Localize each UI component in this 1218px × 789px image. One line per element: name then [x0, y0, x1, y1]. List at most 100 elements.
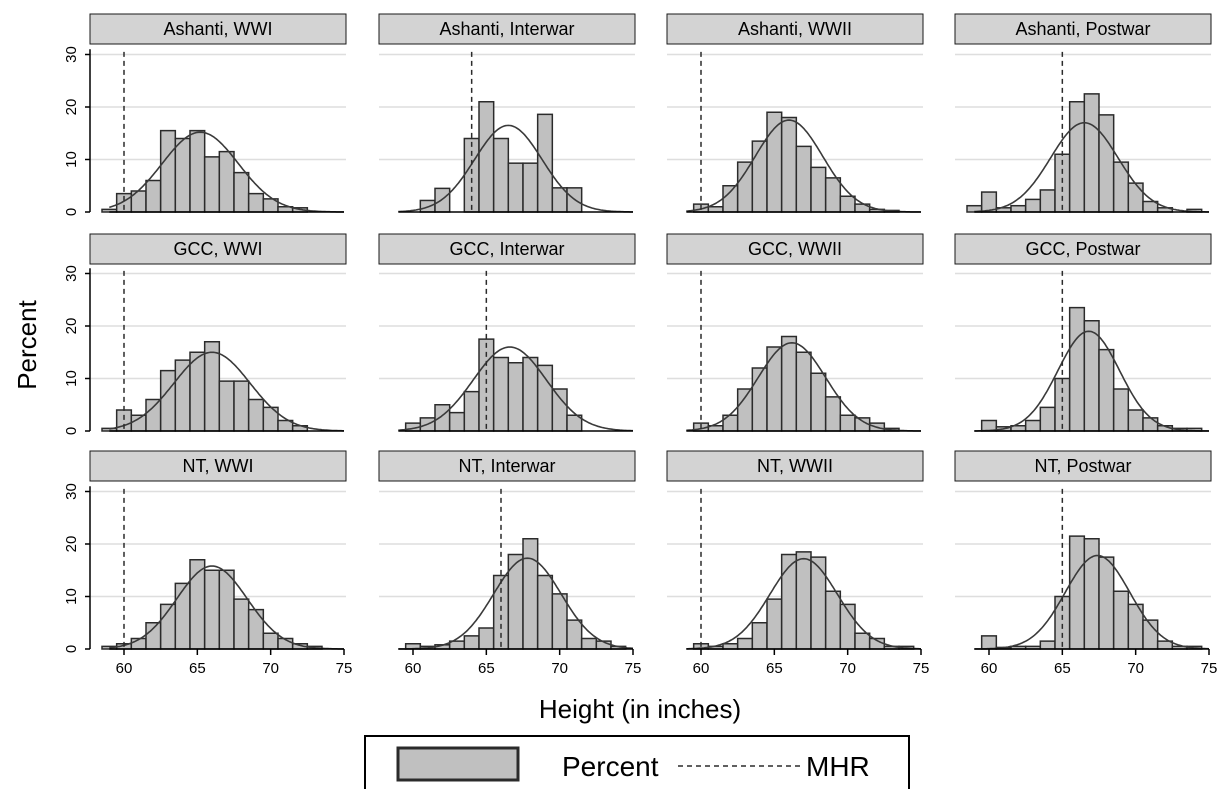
histogram-bar [203, 156, 221, 213]
histogram-bar [145, 179, 162, 213]
x-tick-label: 75 [336, 660, 353, 677]
histogram-bar [1098, 114, 1115, 213]
histogram-bar [795, 551, 812, 650]
histogram-bar [1010, 204, 1027, 213]
histogram-bar [795, 351, 812, 432]
normal-fit-curve [398, 124, 633, 213]
histogram-bar [145, 398, 162, 432]
panel: Ashanti, WWI 0 10 20 30 [63, 13, 347, 216]
histogram-bar [463, 635, 480, 650]
histogram-bar [751, 367, 768, 432]
panel-title: Ashanti, Interwar [439, 19, 574, 39]
panel: NT, Interwar 60 65 70 75 [378, 450, 641, 677]
histogram-bar [233, 598, 250, 650]
normal-fit-curve [686, 557, 921, 650]
histogram-bar [766, 598, 783, 650]
histogram-bar [722, 643, 739, 650]
histogram-bar [810, 166, 827, 213]
panel-strip [954, 450, 1212, 482]
normal-fit-curve [398, 346, 633, 432]
x-tick-label: 70 [262, 660, 279, 677]
panel-strip [378, 13, 636, 45]
y-tick-label: 10 [63, 151, 80, 168]
legend-label-mhr: MHR [806, 751, 870, 782]
normal-fit-curve [974, 554, 1210, 650]
histogram-bar [580, 637, 598, 650]
histogram-bar [434, 404, 451, 432]
histogram-bar [839, 414, 856, 432]
histogram-bar [854, 632, 871, 650]
histogram-bar [707, 206, 724, 213]
panel: NT, WWI 0 10 20 30 60 65 70 75 [63, 450, 353, 677]
histogram-bar [130, 414, 147, 432]
normal-fit-curve [398, 557, 634, 650]
panel: GCC, Postwar [954, 233, 1212, 432]
histogram-bar [536, 574, 554, 650]
histogram-bar [159, 369, 177, 432]
histogram-bar [766, 111, 783, 213]
histogram-bar [492, 356, 510, 432]
histogram-bar [507, 362, 524, 432]
histogram-bar [810, 556, 827, 650]
y-tick-label: 30 [63, 483, 80, 500]
histogram-bar [492, 574, 510, 650]
panel-title: GCC, WWI [174, 239, 263, 259]
normal-fit-curve [109, 131, 344, 213]
panel-title: Ashanti, Postwar [1015, 19, 1150, 39]
histogram-bar [1112, 590, 1130, 650]
y-tick-label: 30 [63, 46, 80, 63]
legend-label-percent: Percent [562, 751, 659, 782]
histogram-bar [1054, 377, 1071, 432]
normal-fit-curve [109, 351, 344, 432]
y-tick-label: 0 [63, 427, 80, 435]
x-tick-label: 75 [1201, 660, 1218, 677]
normal-fit-curve [109, 565, 344, 650]
histogram-bar [736, 388, 754, 432]
panel: GCC, WWI 0 10 20 30 [63, 233, 347, 435]
histogram-bar [839, 195, 856, 213]
panel: GCC, WWII [666, 233, 924, 432]
histogram-bar [478, 101, 495, 213]
x-tick-label: 70 [1127, 660, 1144, 677]
histogram-bar [247, 608, 265, 650]
histogram-bar [1054, 595, 1071, 650]
histogram-bar [203, 569, 221, 650]
panels-layer: Ashanti, WWI 0 10 20 30 Ashanti, Interwar Asha… [63, 13, 1218, 677]
panel-title: Ashanti, WWI [163, 19, 272, 39]
histogram-bar [1083, 320, 1100, 432]
x-tick-label: 60 [116, 660, 133, 677]
histogram-bar [1039, 640, 1056, 650]
panel-strip [378, 233, 636, 265]
legend: Percent MHR [364, 735, 910, 789]
histogram-bar [262, 632, 279, 650]
histogram-bar [751, 622, 768, 650]
histogram-bar [233, 171, 250, 213]
histogram-bar [980, 635, 998, 650]
x-tick-label: 60 [981, 660, 998, 677]
x-tick-label: 70 [839, 660, 856, 677]
histogram-bar [507, 162, 524, 213]
histogram-bar [247, 192, 265, 213]
panel: Ashanti, WWII [666, 13, 924, 213]
histogram-bar [448, 411, 466, 432]
panel-title: NT, WWI [183, 456, 254, 476]
panel-strip [89, 13, 347, 45]
histogram-bar [174, 582, 191, 650]
histogram-bar [1068, 306, 1086, 432]
panel-title: GCC, Interwar [449, 239, 564, 259]
panel-strip [666, 233, 924, 265]
histogram-bar [174, 137, 191, 213]
legend-swatch-percent [396, 746, 520, 782]
y-tick-label: 0 [63, 208, 80, 216]
histogram-bar [478, 627, 495, 650]
histogram-bar [551, 388, 568, 432]
histogram-bar [1112, 388, 1130, 432]
x-tick-label: 65 [189, 660, 206, 677]
panel-title: NT, Interwar [458, 456, 555, 476]
panel-title: NT, Postwar [1034, 456, 1131, 476]
panel: NT, WWII 60 65 70 75 [666, 450, 929, 677]
histogram-bar [824, 590, 842, 650]
histogram-bar [736, 637, 754, 650]
histogram-bar [1142, 417, 1159, 432]
histogram-bar [189, 129, 206, 213]
